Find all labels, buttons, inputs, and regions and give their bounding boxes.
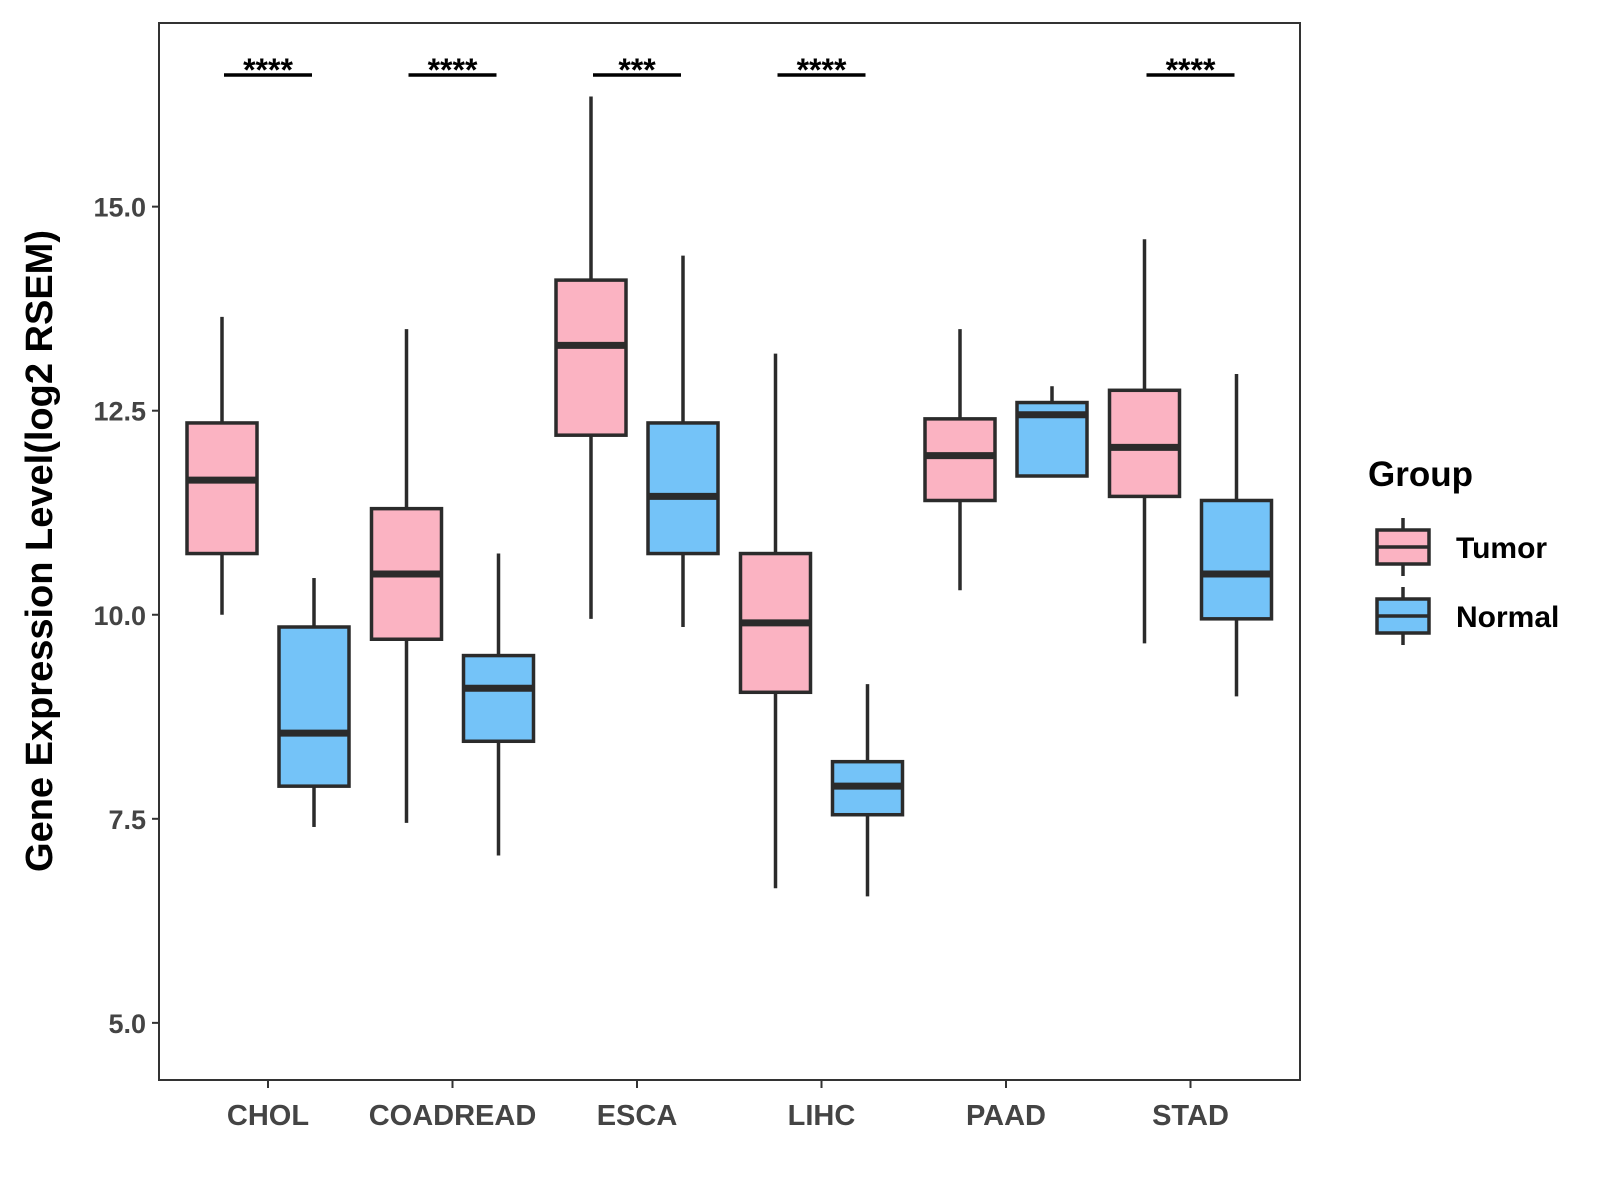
y-tick-label: 5.0 <box>108 1009 146 1039</box>
x-tick-label-esca: ESCA <box>597 1100 678 1132</box>
box-tumor-chol <box>185 316 259 615</box>
x-tick-label-paad: PAAD <box>966 1100 1046 1132</box>
box-normal-chol <box>277 578 351 827</box>
significance-label-esca: *** <box>618 52 656 88</box>
box-tumor-esca <box>554 96 628 619</box>
box-normal-stad <box>1199 373 1274 697</box>
y-tick-label: 15.0 <box>93 193 146 223</box>
significance-label-lihc: **** <box>797 52 847 88</box>
x-tick-label-coadread: COADREAD <box>369 1100 537 1132</box>
y-axis-title: Gene Expression Level(log2 RSEM) <box>19 230 61 872</box>
x-tick-label-stad: STAD <box>1152 1100 1229 1132</box>
box-normal-coadread <box>461 553 536 856</box>
box-body <box>923 417 997 503</box>
box-tumor-lihc <box>738 353 813 889</box>
box-body <box>461 653 536 744</box>
boxes-layer <box>185 96 1274 897</box>
box-body <box>646 421 720 556</box>
box-tumor-paad <box>923 329 997 591</box>
box-body <box>277 625 351 788</box>
box-body <box>1107 388 1182 499</box>
box-tumor-coadread <box>369 329 444 823</box>
box-tumor-stad <box>1107 239 1182 644</box>
box-normal-lihc <box>830 684 905 897</box>
legend-label-tumor: Tumor <box>1456 532 1547 565</box>
significance-label-stad: **** <box>1166 52 1216 88</box>
legend-title: Group <box>1368 455 1473 494</box>
y-tick-label: 12.5 <box>93 397 146 427</box>
legend-entry-normal: Normal <box>1375 587 1559 645</box>
y-tick-label: 7.5 <box>108 805 146 835</box>
box-body <box>554 278 628 437</box>
y-tick-label: 10.0 <box>93 601 146 631</box>
x-tick-label-lihc: LIHC <box>788 1100 856 1132</box>
y-axis: 5.0 7.5 10.0 12.5 15.0 <box>93 193 159 1039</box>
x-axis: CHOL COADREAD ESCA LIHC PAAD STAD <box>227 1080 1229 1132</box>
significance-layer: **** **** *** **** **** <box>224 52 1235 88</box>
x-tick-label-chol: CHOL <box>227 1100 309 1132</box>
legend-label-normal: Normal <box>1456 601 1559 634</box>
legend-entry-tumor: Tumor <box>1375 518 1547 576</box>
significance-label-coadread: **** <box>428 52 478 88</box>
box-body <box>1199 498 1274 621</box>
box-normal-esca <box>646 255 720 627</box>
significance-label-chol: **** <box>243 52 293 88</box>
box-normal-paad <box>1015 386 1089 478</box>
plot-panel <box>158 22 1301 1081</box>
legend: Group Tumor Normal <box>1368 455 1559 645</box>
box-body <box>185 421 259 556</box>
